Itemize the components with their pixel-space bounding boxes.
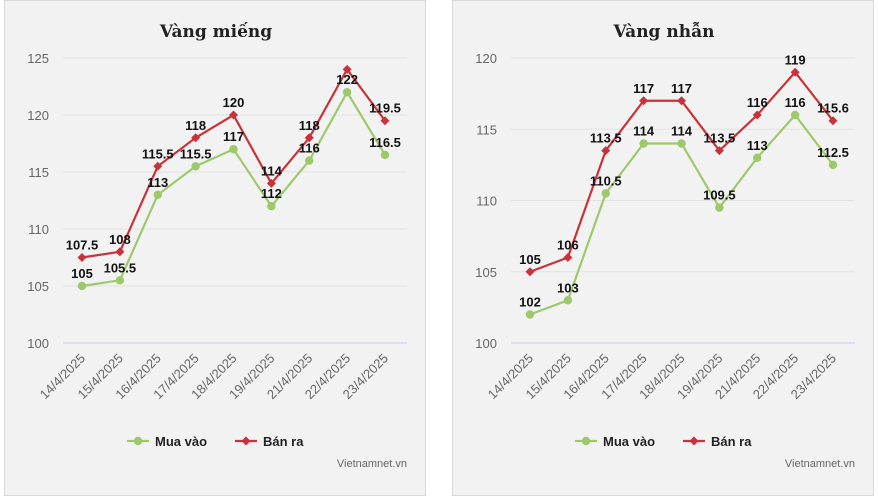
legend-label-mua-vao: Mua vào bbox=[155, 434, 207, 449]
legend-marker-ban-ra bbox=[241, 436, 251, 446]
y-tick-label: 100 bbox=[475, 336, 497, 351]
data-point-ban-ra bbox=[677, 96, 686, 106]
data-point-mua-vao bbox=[790, 110, 800, 120]
data-point-ban-ra bbox=[191, 133, 201, 143]
data-point-mua-vao bbox=[715, 203, 724, 212]
data-label: 120 bbox=[223, 95, 245, 110]
chart-vang-mieng: Vàng miếng10010511011512012514/4/202515/… bbox=[27, 22, 407, 470]
credit-text: Vietnamnet.vn bbox=[337, 458, 407, 470]
y-tick-label: 125 bbox=[27, 51, 49, 66]
data-point-ban-ra bbox=[266, 178, 276, 188]
data-label: 112 bbox=[261, 186, 282, 201]
data-label: 116 bbox=[747, 95, 768, 110]
data-point-ban-ra bbox=[828, 116, 838, 126]
data-point-mua-vao bbox=[77, 281, 87, 291]
data-point-ban-ra bbox=[304, 133, 314, 143]
y-tick-label: 110 bbox=[28, 222, 49, 237]
data-label: 122 bbox=[336, 72, 358, 87]
data-label: 113 bbox=[147, 175, 168, 190]
y-tick-label: 120 bbox=[27, 108, 49, 123]
data-label: 113.5 bbox=[703, 131, 735, 146]
data-point-ban-ra bbox=[77, 253, 87, 262]
data-label: 114 bbox=[671, 124, 693, 139]
data-label: 114 bbox=[261, 163, 283, 178]
data-point-mua-vao bbox=[677, 139, 686, 148]
legend-marker-mua-vao bbox=[133, 436, 143, 446]
y-tick-label: 115 bbox=[28, 165, 49, 180]
data-label: 115.5 bbox=[180, 146, 212, 161]
data-label: 102 bbox=[519, 295, 541, 310]
y-tick-label: 115 bbox=[476, 122, 497, 137]
y-tick-label: 105 bbox=[475, 265, 497, 280]
legend-marker-mua-vao bbox=[581, 436, 591, 446]
y-tick-label: 120 bbox=[475, 51, 497, 66]
data-point-ban-ra bbox=[639, 96, 649, 106]
data-point-ban-ra bbox=[342, 64, 352, 74]
data-label: 117 bbox=[633, 81, 654, 96]
data-point-mua-vao bbox=[601, 189, 610, 198]
data-point-ban-ra bbox=[563, 253, 573, 262]
data-point-mua-vao bbox=[342, 88, 352, 97]
y-tick-label: 110 bbox=[476, 194, 497, 209]
data-label: 113.5 bbox=[590, 131, 622, 146]
chart-title: Vàng nhẫn bbox=[613, 22, 715, 42]
data-point-ban-ra bbox=[525, 267, 535, 277]
data-point-mua-vao bbox=[229, 145, 238, 154]
data-point-mua-vao bbox=[267, 202, 276, 211]
data-point-ban-ra bbox=[752, 110, 762, 120]
data-point-mua-vao bbox=[153, 190, 162, 199]
y-tick-label: 105 bbox=[27, 279, 49, 294]
data-label: 105 bbox=[71, 266, 93, 281]
data-point-mua-vao bbox=[828, 160, 838, 170]
chart-title: Vàng miếng bbox=[159, 22, 272, 42]
chart-vang-nhan: Vàng nhẫn10010511011512014/4/202515/4/20… bbox=[475, 22, 855, 470]
data-label: 105 bbox=[519, 252, 541, 267]
data-point-mua-vao bbox=[380, 150, 390, 160]
data-label: 109.5 bbox=[703, 188, 736, 203]
data-label: 113 bbox=[747, 138, 768, 153]
data-point-ban-ra bbox=[153, 161, 163, 171]
data-label: 117 bbox=[223, 129, 244, 144]
data-label: 114 bbox=[633, 124, 655, 139]
data-label: 117 bbox=[671, 81, 692, 96]
chart-panel-1: Vàng miếng 100 105 110 115 120 125 14/4/2025 15/… bbox=[4, 0, 426, 496]
data-label: 116 bbox=[785, 95, 806, 110]
data-label: 119.5 bbox=[369, 101, 401, 116]
legend-marker-ban-ra bbox=[689, 436, 699, 446]
data-point-ban-ra bbox=[714, 146, 724, 156]
data-point-mua-vao bbox=[115, 276, 125, 285]
data-label: 115.5 bbox=[142, 146, 174, 161]
data-label: 119 bbox=[785, 52, 806, 67]
data-label: 106 bbox=[557, 238, 579, 253]
legend-label-ban-ra: Bán ra bbox=[263, 434, 304, 449]
data-point-ban-ra bbox=[115, 247, 125, 257]
data-point-mua-vao bbox=[639, 139, 648, 148]
credit-text: Vietnamnet.vn bbox=[785, 458, 855, 470]
data-label: 116 bbox=[299, 141, 320, 156]
data-label: 118 bbox=[299, 118, 320, 133]
legend-label-ban-ra: Bán ra bbox=[711, 434, 752, 449]
data-point-ban-ra bbox=[229, 110, 238, 120]
data-point-mua-vao bbox=[305, 156, 314, 165]
series-line-mua-vao bbox=[81, 90, 386, 288]
data-point-ban-ra bbox=[380, 116, 390, 126]
chart-panel-2: Vàng nhẫn 100 105 110 115 120 14/4/2025 15/4/20… bbox=[452, 0, 874, 496]
data-point-ban-ra bbox=[790, 67, 800, 77]
data-label: 116.5 bbox=[369, 135, 401, 150]
data-point-mua-vao bbox=[753, 153, 762, 162]
data-point-ban-ra bbox=[601, 146, 611, 156]
data-point-mua-vao bbox=[525, 310, 535, 319]
y-tick-label: 100 bbox=[27, 336, 49, 351]
data-label: 118 bbox=[185, 118, 206, 133]
data-label: 108 bbox=[109, 232, 131, 247]
data-point-mua-vao bbox=[191, 162, 200, 171]
data-label: 110.5 bbox=[590, 173, 622, 188]
data-label: 115.6 bbox=[817, 101, 849, 116]
data-label: 103 bbox=[557, 280, 579, 295]
legend-label-mua-vao: Mua vào bbox=[603, 434, 655, 449]
data-label: 107.5 bbox=[66, 238, 99, 253]
data-point-mua-vao bbox=[563, 296, 573, 305]
data-label: 105.5 bbox=[104, 260, 137, 275]
data-label: 112.5 bbox=[817, 145, 849, 160]
